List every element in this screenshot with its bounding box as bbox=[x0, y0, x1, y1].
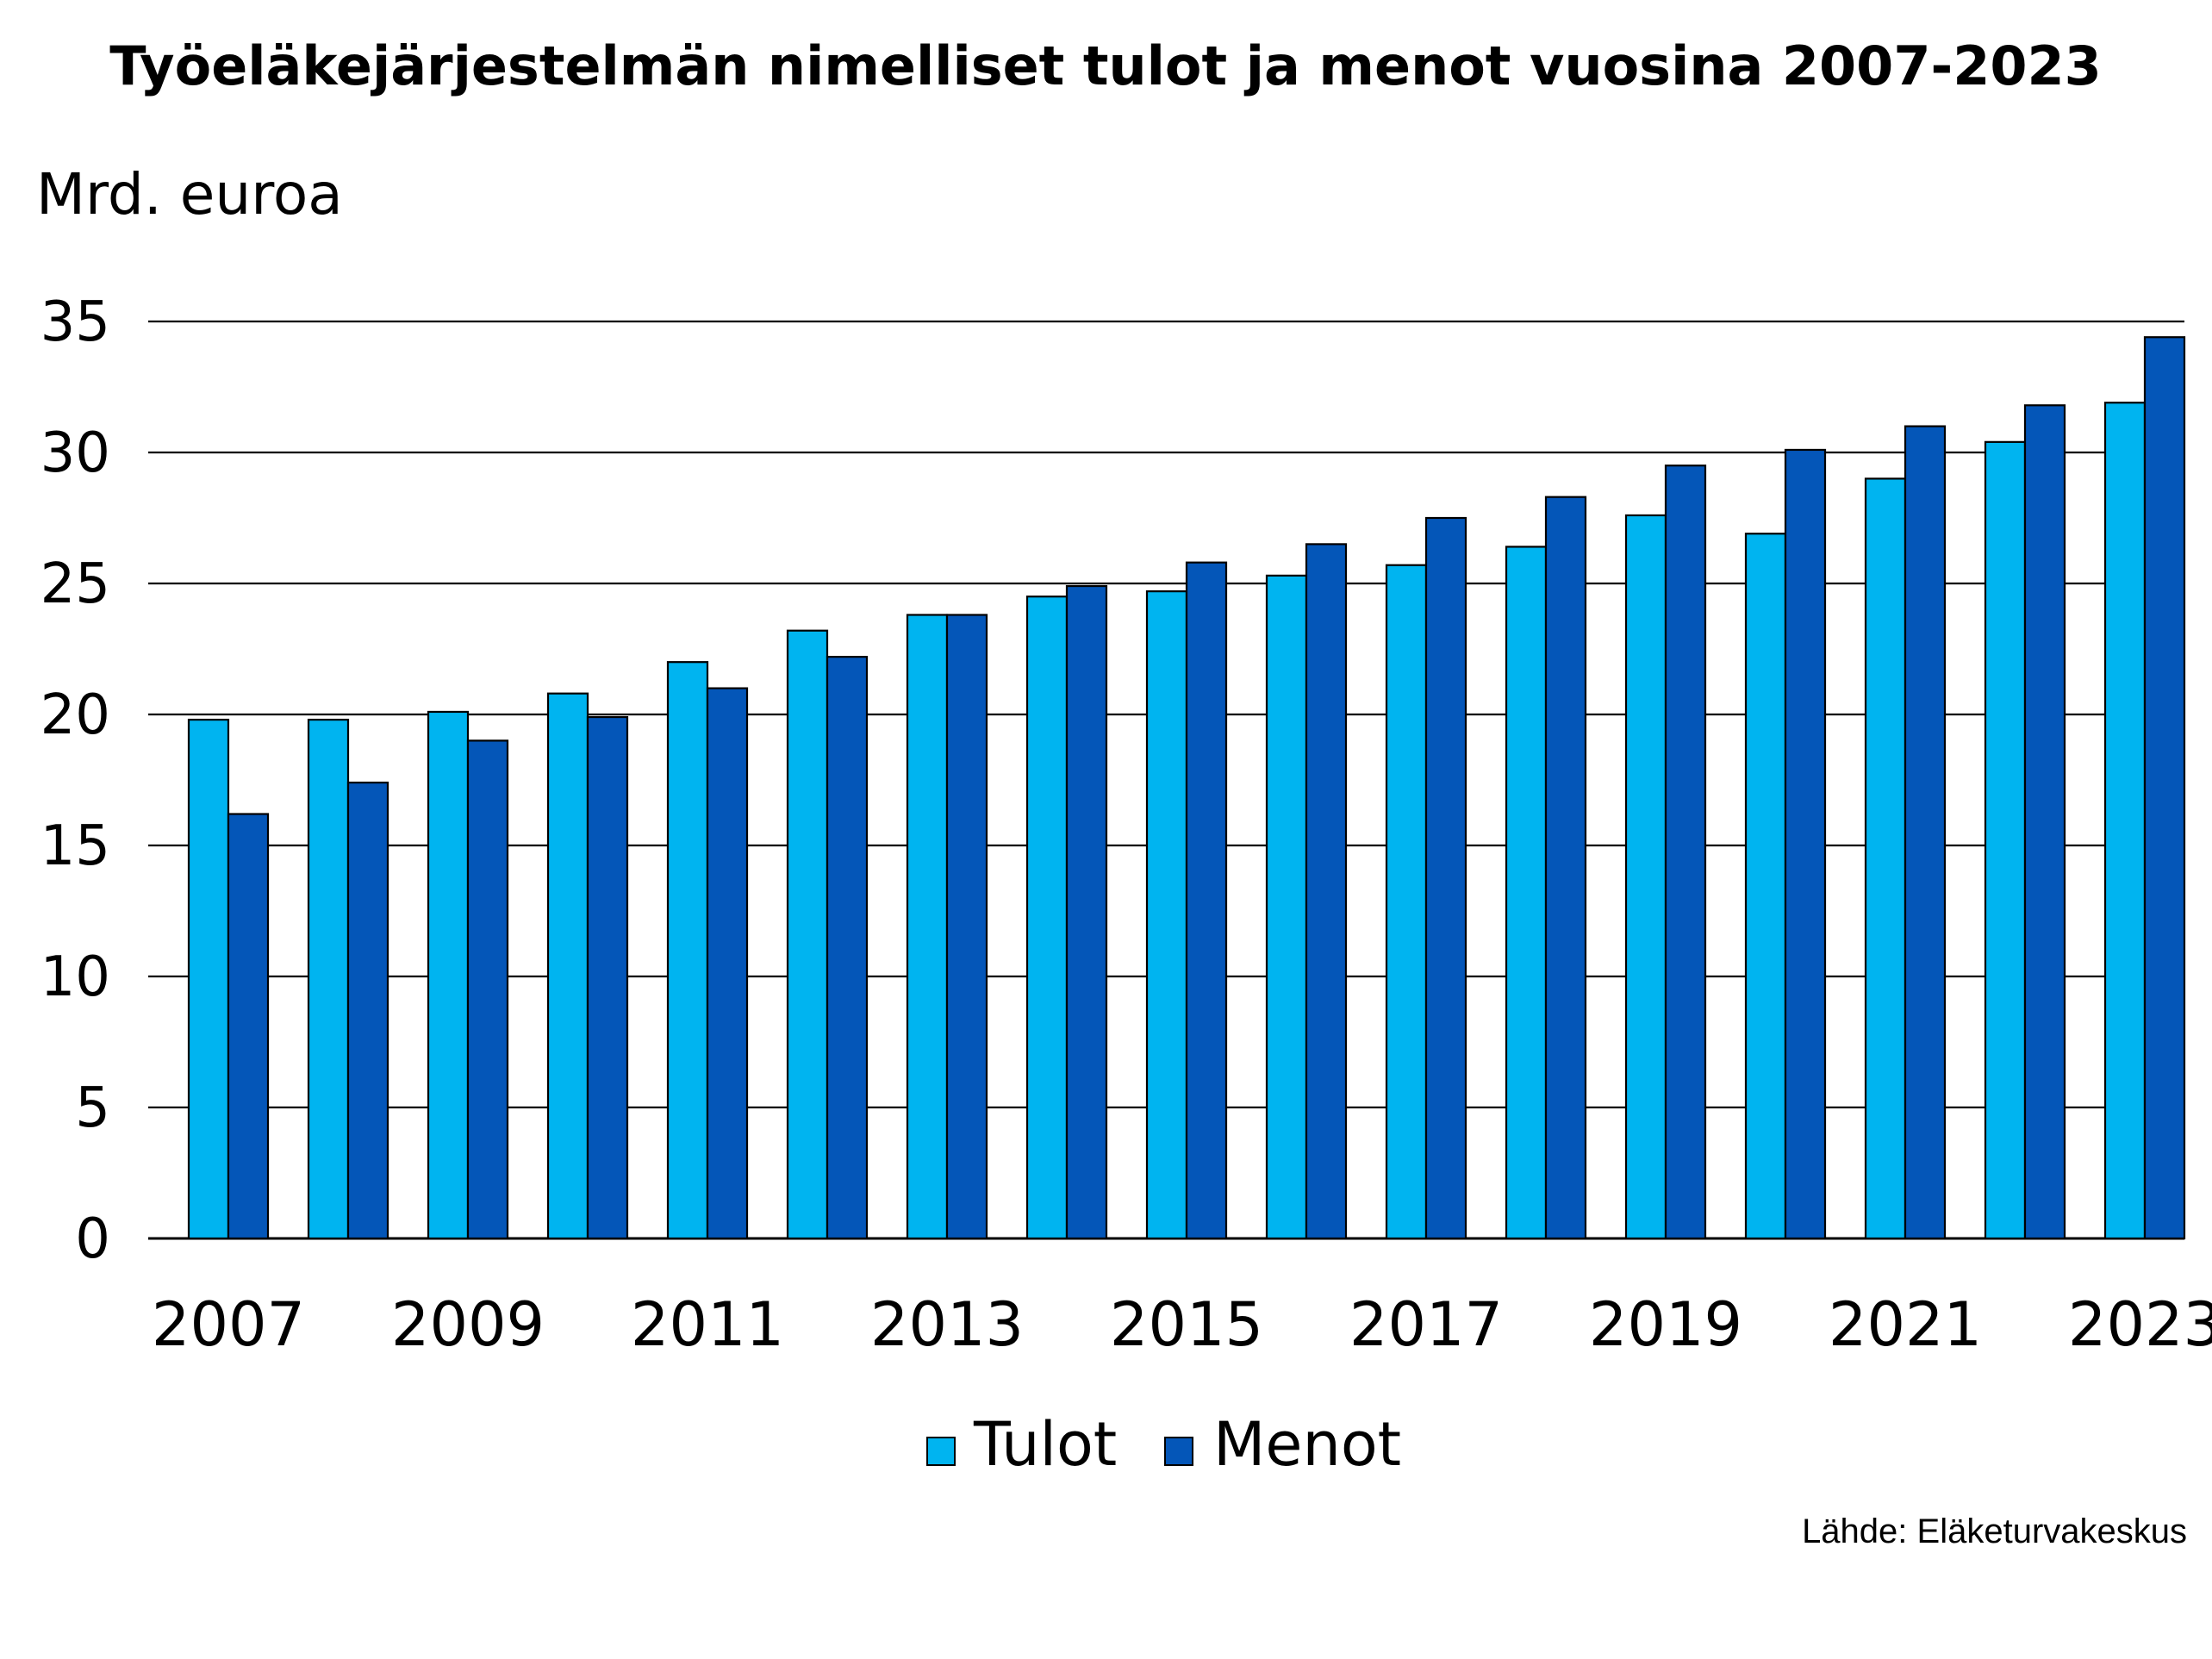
bar-menot-2008 bbox=[346, 781, 389, 1240]
bar-menot-2010 bbox=[586, 715, 629, 1240]
bar-menot-2019 bbox=[1664, 465, 1707, 1240]
y-tick-label: 30 bbox=[41, 421, 110, 485]
bar-menot-2023 bbox=[2143, 336, 2186, 1240]
y-tick-label: 5 bbox=[75, 1076, 110, 1140]
bar-tulot-2012 bbox=[786, 629, 829, 1240]
y-tick-label: 35 bbox=[41, 290, 110, 354]
legend-swatch-menot bbox=[1164, 1437, 1193, 1466]
x-tick-label: 2015 bbox=[1110, 1289, 1263, 1360]
bar-menot-2011 bbox=[706, 687, 749, 1240]
bar-menot-2020 bbox=[1784, 448, 1827, 1240]
legend-label-menot: Menot bbox=[1213, 1409, 1401, 1480]
x-tick-label: 2009 bbox=[391, 1289, 545, 1360]
bar-menot-2009 bbox=[466, 739, 509, 1240]
bar-tulot-2016 bbox=[1265, 574, 1308, 1240]
bar-tulot-2017 bbox=[1385, 564, 1428, 1240]
bar-menot-2021 bbox=[1904, 425, 1947, 1240]
y-axis-ticks: 0 5 10 15 20 25 30 35 bbox=[41, 290, 110, 1271]
bar-menot-2012 bbox=[826, 656, 869, 1240]
chart-title: Työeläkejärjestelmän nimelliset tulot ja… bbox=[109, 34, 2102, 97]
x-tick-label: 2011 bbox=[631, 1289, 784, 1360]
y-axis-unit-label: Mrd. euroa bbox=[36, 161, 343, 228]
source-note: Lähde: Eläketurvakeskus bbox=[1802, 1512, 2187, 1550]
legend-swatch-tulot bbox=[926, 1437, 956, 1466]
x-tick-label: 2007 bbox=[152, 1289, 305, 1360]
y-tick-label: 15 bbox=[41, 814, 110, 878]
bar-tulot-2019 bbox=[1624, 514, 1667, 1240]
x-tick-label: 2019 bbox=[1589, 1289, 1742, 1360]
bar-menot-2016 bbox=[1305, 543, 1348, 1240]
y-tick-label: 20 bbox=[41, 683, 110, 747]
x-tick-label: 2013 bbox=[870, 1289, 1024, 1360]
y-tick-label: 10 bbox=[41, 945, 110, 1009]
bar-tulot-2010 bbox=[546, 692, 589, 1240]
bar-tulot-2015 bbox=[1145, 590, 1188, 1240]
bar-menot-2015 bbox=[1185, 561, 1228, 1240]
x-tick-label: 2017 bbox=[1349, 1289, 1503, 1360]
x-tick-label: 2023 bbox=[2068, 1289, 2212, 1360]
bar-tulot-2009 bbox=[427, 710, 470, 1240]
bar-tulot-2007 bbox=[187, 718, 230, 1240]
y-tick-label: 0 bbox=[75, 1207, 110, 1271]
bar-menot-2022 bbox=[2023, 404, 2066, 1240]
bar-tulot-2021 bbox=[1864, 477, 1907, 1240]
bar-menot-2017 bbox=[1424, 516, 1467, 1240]
bar-menot-2007 bbox=[227, 813, 270, 1240]
x-tick-label: 2021 bbox=[1829, 1289, 1982, 1360]
bars bbox=[187, 336, 2186, 1240]
bar-tulot-2020 bbox=[1744, 533, 1787, 1240]
bar-menot-2013 bbox=[945, 614, 988, 1240]
bar-tulot-2018 bbox=[1505, 546, 1548, 1240]
bar-tulot-2008 bbox=[307, 718, 350, 1240]
bar-menot-2018 bbox=[1544, 496, 1587, 1240]
x-axis-ticks: 2007 2009 2011 2013 2015 2017 2019 2021 2023 bbox=[152, 1289, 2212, 1360]
bar-tulot-2013 bbox=[906, 614, 949, 1240]
bar-tulot-2011 bbox=[666, 661, 709, 1240]
bar-tulot-2014 bbox=[1025, 596, 1069, 1240]
y-tick-label: 25 bbox=[41, 552, 110, 616]
bar-menot-2014 bbox=[1065, 584, 1108, 1240]
legend-label-tulot: Tulot bbox=[973, 1409, 1117, 1480]
bar-tulot-2023 bbox=[2103, 402, 2147, 1240]
legend: Tulot Menot bbox=[926, 1409, 1401, 1480]
bar-tulot-2022 bbox=[1984, 440, 2027, 1240]
